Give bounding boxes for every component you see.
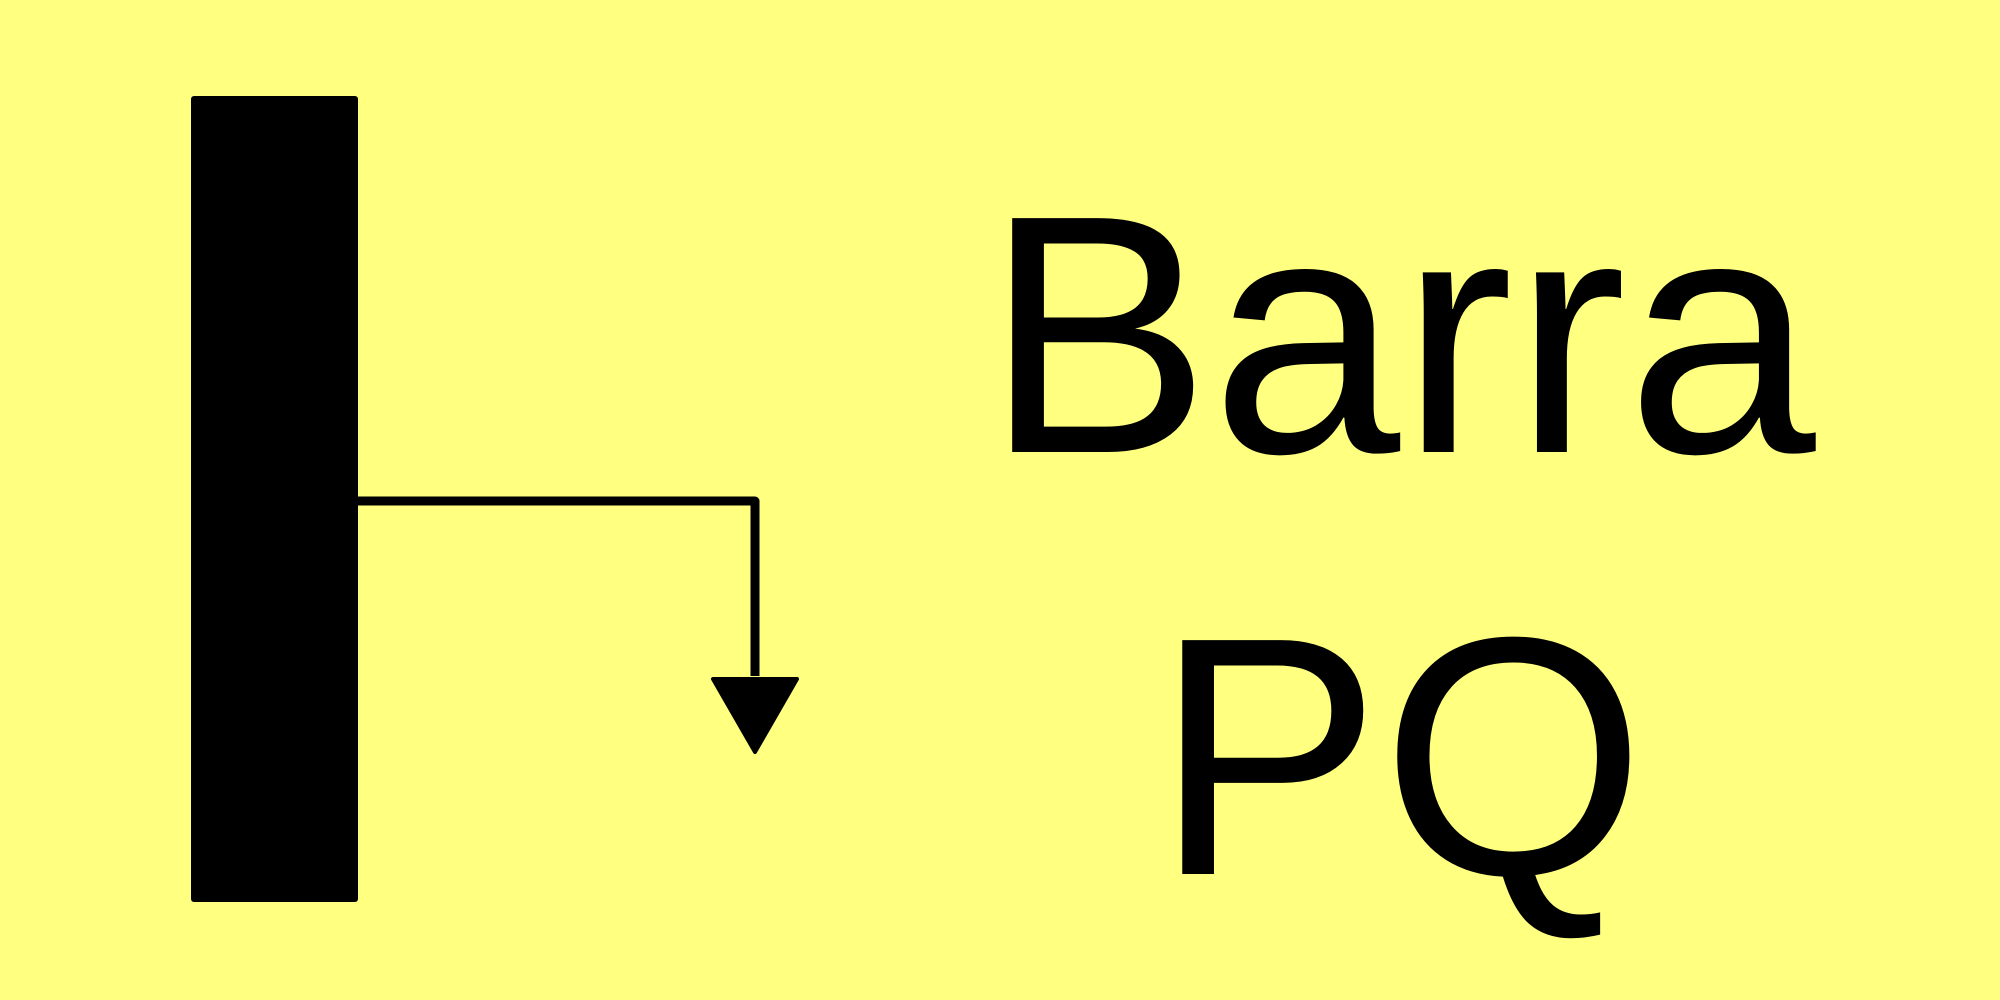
bus-type-label-line-1: Barra [984,145,1816,525]
bus-bar-icon [191,96,358,902]
load-arrow-icon [711,677,799,754]
load-connector-line [358,496,760,676]
bus-type-label-line-2: PQ [1154,567,1646,947]
